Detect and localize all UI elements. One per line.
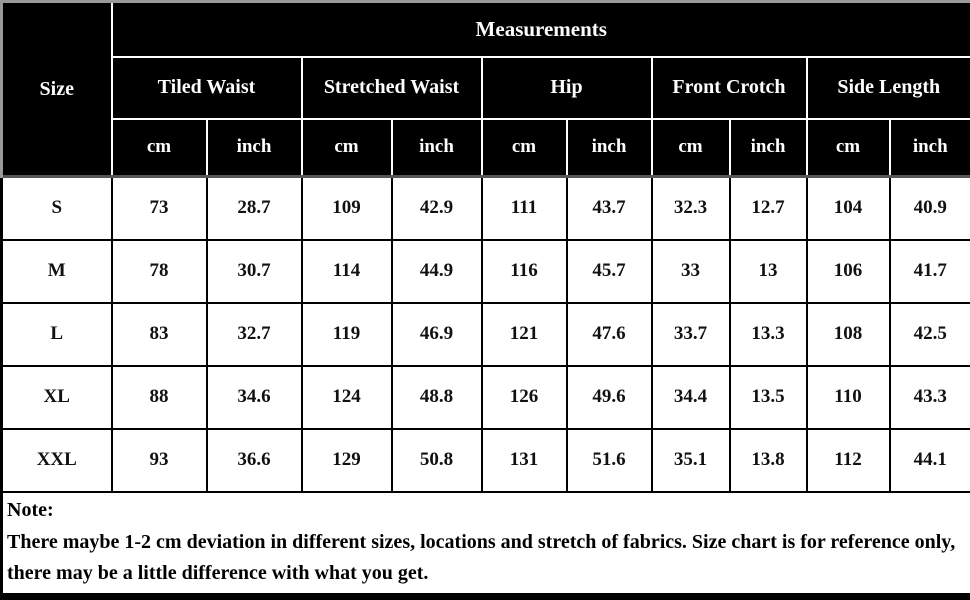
measurement-value-cell: 35.1: [650, 427, 731, 494]
group-header: Stretched Waist: [300, 55, 483, 120]
measurement-value-cell: 121: [480, 301, 568, 367]
measurement-value-cell: 51.6: [565, 427, 653, 494]
measurement-value-cell: 108: [805, 301, 891, 367]
measurement-value-cell: 13.3: [728, 301, 808, 367]
measurement-value-cell: 112: [805, 427, 891, 494]
header-row-groups: Tiled Waist Stretched Waist Hip Front Crotc…: [2, 55, 970, 120]
measurement-value-cell: 46.9: [390, 301, 483, 367]
unit-header: cm: [480, 117, 568, 178]
measurement-value-cell: 83: [110, 301, 208, 367]
size-row-label: XL: [0, 364, 113, 430]
measurement-value-cell: 41.7: [888, 238, 970, 304]
group-header: Hip: [480, 55, 653, 120]
measurement-value-cell: 28.7: [205, 174, 303, 241]
measurement-value-cell: 43.7: [565, 174, 653, 241]
measurement-value-cell: 104: [805, 174, 891, 241]
table-row: S 73 28.7 109 42.9 111 43.7 32.3 12.7 104 40.9: [0, 174, 970, 241]
note-text: There maybe 1-2 cm deviation in differen…: [7, 530, 956, 585]
unit-header: cm: [110, 117, 208, 178]
unit-header: cm: [650, 117, 731, 178]
unit-header: cm: [300, 117, 393, 178]
note-label: Note:: [7, 499, 54, 521]
unit-header: inch: [888, 117, 970, 178]
measurement-value-cell: 110: [805, 364, 891, 430]
measurement-value-cell: 124: [300, 364, 393, 430]
table-row: L 83 32.7 119 46.9 121 47.6 33.7 13.3 108 42.5: [0, 301, 970, 367]
measurement-value-cell: 47.6: [565, 301, 653, 367]
table-body: S 73 28.7 109 42.9 111 43.7 32.3 12.7 104 40.9 M 78 3…: [0, 174, 970, 494]
measurement-value-cell: 12.7: [728, 174, 808, 241]
measurement-value-cell: 13.5: [728, 364, 808, 430]
size-row-label: L: [0, 301, 113, 367]
unit-header: inch: [390, 117, 483, 178]
measurement-value-cell: 114: [300, 238, 393, 304]
unit-header: cm: [805, 117, 891, 178]
note-section: Note: There maybe 1-2 cm deviation in di…: [0, 491, 970, 598]
header-row-units: cm inch cm inch cm inch cm inch cm inch: [2, 117, 970, 178]
note-row: Note: There maybe 1-2 cm deviation in di…: [0, 491, 970, 598]
unit-header: inch: [565, 117, 653, 178]
measurement-value-cell: 33.7: [650, 301, 731, 367]
measurement-value-cell: 13.8: [728, 427, 808, 494]
header-row-top: Size Measurements: [0, 0, 970, 178]
measurement-value-cell: 131: [480, 427, 568, 494]
measurement-value-cell: 42.5: [888, 301, 970, 367]
measurement-value-cell: 109: [300, 174, 393, 241]
group-header: Side Length: [805, 55, 970, 120]
table-row: XL 88 34.6 124 48.8 126 49.6 34.4 13.5 110 43.3: [0, 364, 970, 430]
table-head: Size Measurements Tiled Waist Stretched Wai…: [0, 0, 970, 178]
measurements-header: Measurements: [110, 0, 970, 58]
table-row: XXL 93 36.6 129 50.8 131 51.6 35.1 13.8 112 44.1: [0, 427, 970, 494]
measurement-value-cell: 73: [110, 174, 208, 241]
size-row-label: S: [0, 174, 113, 241]
measurement-value-cell: 116: [480, 238, 568, 304]
group-header: Tiled Waist: [110, 55, 303, 120]
measurement-value-cell: 32.7: [205, 301, 303, 367]
measurement-value-cell: 119: [300, 301, 393, 367]
measurement-value-cell: 88: [110, 364, 208, 430]
measurement-value-cell: 34.4: [650, 364, 731, 430]
measurement-value-cell: 36.6: [205, 427, 303, 494]
measurement-value-cell: 129: [300, 427, 393, 494]
unit-header: inch: [205, 117, 303, 178]
table-row: M 78 30.7 114 44.9 116 45.7 33 13 106 41.7: [0, 238, 970, 304]
size-row-label: XXL: [0, 427, 113, 494]
measurement-value-cell: 13: [728, 238, 808, 304]
measurement-value-cell: 44.9: [390, 238, 483, 304]
measurement-value-cell: 30.7: [205, 238, 303, 304]
measurement-value-cell: 126: [480, 364, 568, 430]
measurement-value-cell: 42.9: [390, 174, 483, 241]
measurement-value-cell: 33: [650, 238, 731, 304]
group-header: Front Crotch: [650, 55, 808, 120]
measurement-value-cell: 106: [805, 238, 891, 304]
measurement-value-cell: 50.8: [390, 427, 483, 494]
measurement-value-cell: 32.3: [650, 174, 731, 241]
unit-header: inch: [728, 117, 808, 178]
measurement-value-cell: 43.3: [888, 364, 970, 430]
measurement-value-cell: 78: [110, 238, 208, 304]
measurement-value-cell: 49.6: [565, 364, 653, 430]
measurement-value-cell: 40.9: [888, 174, 970, 241]
measurement-value-cell: 45.7: [565, 238, 653, 304]
table-foot: Note: There maybe 1-2 cm deviation in di…: [0, 491, 970, 598]
measurement-value-cell: 44.1: [888, 427, 970, 494]
measurement-value-cell: 93: [110, 427, 208, 494]
measurement-value-cell: 34.6: [205, 364, 303, 430]
size-row-label: M: [0, 238, 113, 304]
measurement-value-cell: 111: [480, 174, 568, 241]
size-column-header: Size: [0, 0, 113, 178]
measurement-value-cell: 48.8: [390, 364, 483, 430]
